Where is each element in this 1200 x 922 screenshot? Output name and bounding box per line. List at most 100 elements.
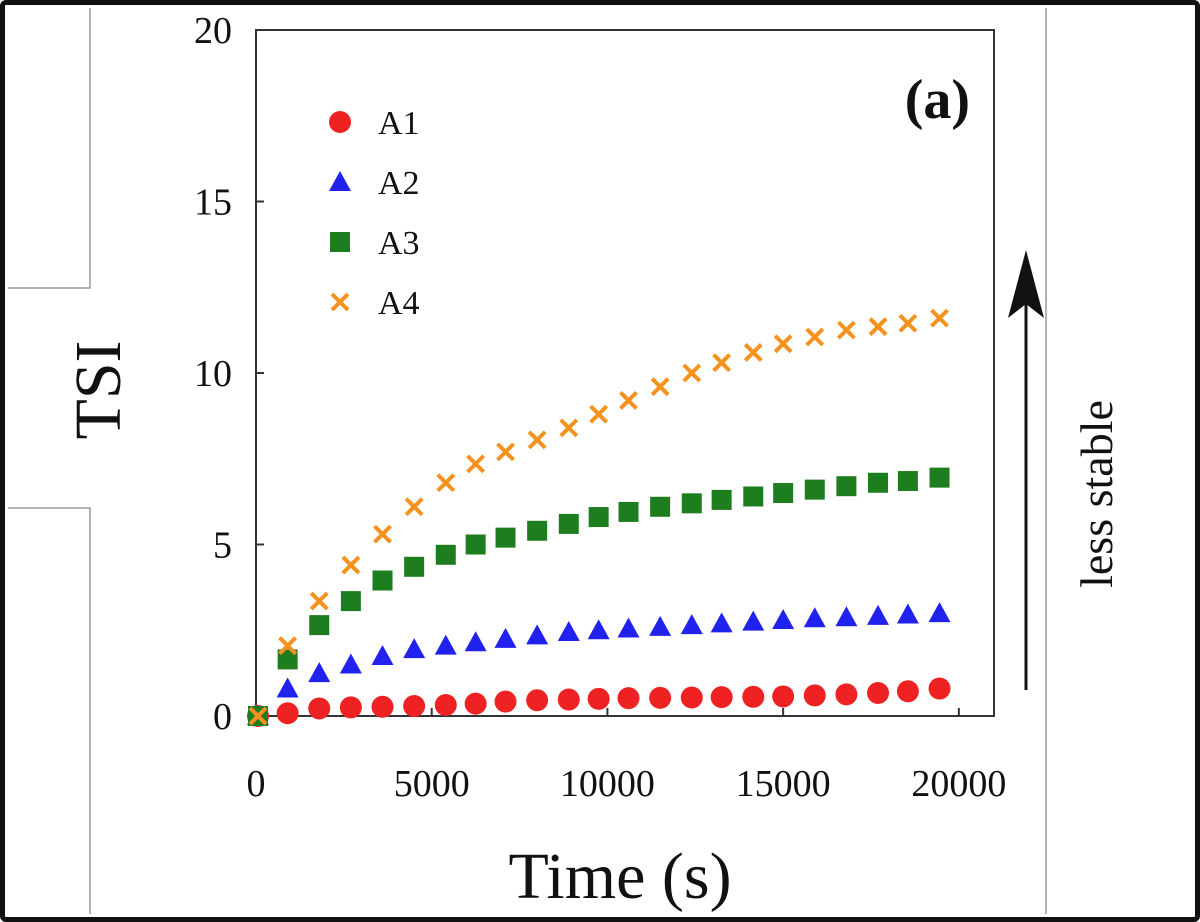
data-point-A4 bbox=[466, 454, 486, 474]
data-point-A1 bbox=[617, 687, 640, 710]
data-point-A1 bbox=[928, 677, 951, 700]
data-point-A2 bbox=[772, 608, 795, 629]
legend-marker-A2 bbox=[329, 171, 351, 191]
data-point-A4 bbox=[309, 591, 329, 611]
data-point-A3 bbox=[309, 615, 330, 636]
data-point-A1 bbox=[276, 702, 299, 725]
data-point-A1 bbox=[649, 686, 672, 709]
data-point-A1 bbox=[803, 684, 826, 707]
data-point-A1 bbox=[526, 689, 549, 712]
data-point-A3 bbox=[495, 527, 516, 548]
data-point-A4 bbox=[373, 524, 392, 544]
data-point-A4 bbox=[619, 391, 638, 410]
data-point-A4 bbox=[805, 327, 825, 347]
data-point-A4 bbox=[248, 706, 268, 726]
data-point-A3 bbox=[743, 486, 764, 507]
data-point-A1 bbox=[557, 688, 580, 711]
panel-label: (a) bbox=[905, 69, 970, 131]
x-tick-label: 0 bbox=[247, 763, 266, 805]
data-point-A1 bbox=[680, 686, 703, 709]
data-point-A1 bbox=[742, 685, 765, 708]
data-point-A2 bbox=[434, 634, 457, 655]
data-point-A2 bbox=[867, 604, 890, 625]
less-stable-arrow bbox=[1008, 250, 1044, 690]
data-point-A3 bbox=[804, 479, 825, 500]
data-point-A2 bbox=[308, 662, 331, 683]
data-point-A2 bbox=[835, 606, 858, 627]
tick-marks bbox=[255, 29, 960, 717]
data-point-A3 bbox=[404, 556, 425, 577]
data-point-A1 bbox=[494, 690, 517, 713]
data-point-A2 bbox=[339, 653, 362, 674]
data-point-A4 bbox=[436, 473, 456, 493]
data-point-A3 bbox=[465, 534, 486, 555]
legend-label-A1: A1 bbox=[378, 105, 420, 142]
y-axis-label: TSI bbox=[62, 341, 135, 440]
y-tick-labels: 0 5 10 15 20 bbox=[194, 10, 232, 738]
data-point-A2 bbox=[680, 614, 703, 635]
legend-label-A2: A2 bbox=[378, 165, 420, 202]
data-point-A4 bbox=[898, 313, 918, 333]
data-point-A1 bbox=[339, 696, 362, 719]
legend-marker-A4 bbox=[330, 292, 350, 312]
data-point-A4 bbox=[743, 343, 763, 362]
data-point-A3 bbox=[372, 570, 393, 591]
background-outline bbox=[8, 8, 1047, 914]
data-point-A3 bbox=[929, 467, 950, 488]
annotation-less-stable: less stable bbox=[1071, 400, 1122, 588]
data-point-A2 bbox=[276, 677, 299, 698]
data-point-A2 bbox=[742, 610, 765, 631]
data-point-A2 bbox=[803, 607, 826, 628]
data-point-A3 bbox=[558, 513, 579, 534]
data-point-A2 bbox=[928, 602, 951, 623]
data-point-A1 bbox=[710, 686, 733, 709]
data-point-A3 bbox=[897, 471, 918, 492]
data-point-A4 bbox=[404, 497, 424, 517]
data-point-A4 bbox=[650, 377, 670, 397]
data-point-A3 bbox=[836, 476, 857, 497]
data-point-A4 bbox=[868, 317, 888, 337]
data-point-A4 bbox=[278, 636, 298, 656]
data-point-A2 bbox=[494, 627, 517, 648]
data-point-A2 bbox=[464, 631, 487, 652]
y-tick-label: 0 bbox=[213, 696, 232, 738]
data-point-A1 bbox=[896, 680, 919, 703]
series-A4 bbox=[248, 308, 949, 726]
data-point-A4 bbox=[930, 308, 949, 328]
data-point-A3 bbox=[435, 544, 456, 565]
data-point-A4 bbox=[341, 555, 361, 575]
legend: A1 A2 A3 A4 bbox=[329, 105, 420, 322]
data-point-A1 bbox=[772, 685, 795, 708]
data-point-A4 bbox=[682, 363, 702, 383]
data-point-A3 bbox=[711, 489, 732, 510]
data-point-A4 bbox=[559, 418, 579, 438]
data-point-A2 bbox=[617, 617, 640, 638]
data-point-A3 bbox=[588, 507, 609, 528]
y-tick-label: 20 bbox=[194, 10, 232, 52]
data-point-A1 bbox=[371, 695, 394, 718]
data-point-A2 bbox=[557, 620, 580, 641]
y-tick-label: 15 bbox=[194, 182, 232, 224]
data-point-A1 bbox=[835, 683, 858, 706]
data-point-A2 bbox=[587, 619, 610, 640]
data-point-A1 bbox=[403, 695, 426, 718]
data-point-A4 bbox=[836, 320, 856, 340]
data-point-A3 bbox=[650, 496, 671, 517]
y-tick-label: 10 bbox=[194, 353, 232, 395]
data-point-A2 bbox=[896, 603, 919, 624]
legend-label-A3: A3 bbox=[378, 225, 420, 262]
plot-area bbox=[255, 29, 995, 717]
data-point-A4 bbox=[589, 404, 609, 424]
series-A1 bbox=[247, 677, 951, 727]
data-point-A4 bbox=[496, 442, 515, 462]
data-point-A2 bbox=[710, 612, 733, 633]
x-axis-label: Time (s) bbox=[508, 840, 731, 913]
data-point-A4 bbox=[527, 430, 547, 450]
x-tick-labels: 0 5000 10000 15000 20000 bbox=[247, 763, 1007, 805]
data-point-A4 bbox=[712, 353, 732, 373]
data-point-A2 bbox=[526, 624, 549, 645]
data-point-A2 bbox=[371, 644, 394, 665]
data-point-A3 bbox=[681, 493, 702, 514]
legend-marker-A1 bbox=[329, 111, 351, 133]
